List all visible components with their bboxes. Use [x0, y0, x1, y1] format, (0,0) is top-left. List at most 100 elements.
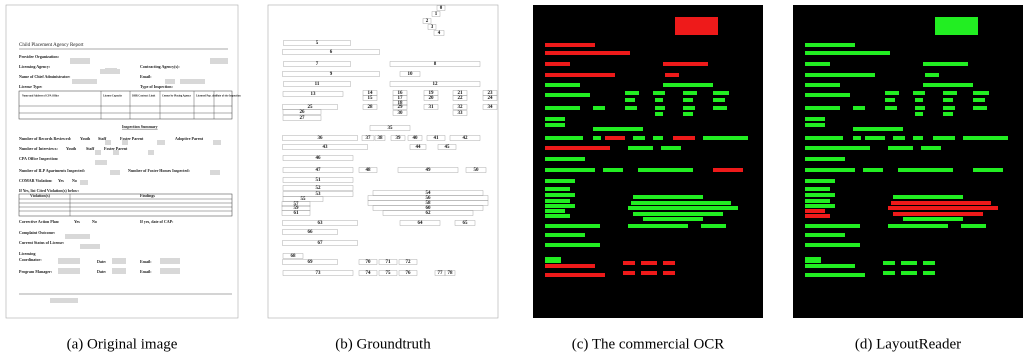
order-label: 0	[440, 6, 443, 11]
order-label: 1	[435, 12, 438, 17]
ordered-line	[805, 204, 835, 208]
ordered-line	[593, 127, 643, 131]
text-box	[397, 167, 459, 173]
ordered-line	[643, 217, 703, 221]
order-label: 13	[311, 92, 317, 97]
order-label: 45	[445, 145, 451, 150]
text-box	[398, 270, 418, 276]
ordered-line	[701, 224, 726, 228]
ordered-line	[893, 136, 905, 140]
placeholder	[180, 79, 205, 84]
ordered-line	[545, 243, 600, 247]
document-label: Yes	[58, 178, 64, 183]
ordered-line	[805, 233, 845, 237]
order-label: 10	[408, 72, 414, 77]
document-label: Youth	[66, 146, 77, 151]
text-box	[281, 201, 311, 207]
order-label: 50	[474, 168, 480, 173]
placeholder	[210, 58, 228, 64]
misordered-line	[623, 271, 635, 275]
ordered-line	[713, 106, 727, 110]
misordered-line	[675, 17, 718, 35]
ordered-line	[545, 157, 585, 161]
ordered-line	[915, 106, 925, 110]
ordered-line	[893, 195, 963, 199]
text-box	[437, 144, 457, 150]
text-box	[390, 135, 406, 141]
caption: (a) Original image	[67, 336, 178, 352]
order-label: 21	[458, 91, 464, 96]
text-box	[282, 240, 358, 246]
order-label: 75	[386, 271, 392, 276]
ordered-line	[625, 106, 637, 110]
order-label: 46	[316, 156, 322, 161]
document-label: Yes	[74, 219, 80, 224]
order-label: 8	[434, 62, 437, 67]
document-label: Adoptive Parent	[175, 136, 204, 141]
ordered-line	[625, 91, 639, 95]
document-label: Corrective Action Plan:	[19, 219, 59, 224]
document-label: Current Status of License:	[19, 240, 64, 245]
text-box	[399, 71, 421, 77]
text-box	[282, 220, 358, 226]
ordered-line	[805, 43, 855, 47]
document-label: Number of ILP Apartments Inspected:	[19, 168, 85, 173]
order-label: 14	[368, 91, 374, 96]
placeholder	[95, 150, 101, 155]
order-label: 33	[458, 111, 464, 116]
text-box	[283, 81, 351, 87]
ordered-line	[653, 136, 663, 140]
order-label: 20	[429, 96, 435, 101]
order-label: 63	[318, 221, 324, 226]
document-label: COMAR Violation:	[19, 178, 52, 183]
ordered-line	[713, 98, 725, 102]
misordered-line	[545, 146, 610, 150]
text-box	[431, 11, 441, 17]
ordered-line	[943, 91, 957, 95]
placeholder	[65, 234, 90, 239]
order-label: 9	[330, 72, 333, 77]
ordered-line	[805, 168, 855, 172]
order-label: 11	[315, 82, 320, 87]
ordered-line	[865, 136, 885, 140]
text-box	[392, 100, 408, 106]
ordered-line	[901, 271, 917, 275]
order-label: 47	[316, 168, 322, 173]
misordered-line	[893, 212, 983, 216]
text-box	[358, 270, 378, 276]
ordered-line	[683, 112, 693, 116]
ordered-line	[805, 187, 830, 191]
ordered-line	[973, 168, 1003, 172]
order-label: 41	[434, 136, 440, 141]
order-label: 51	[316, 178, 322, 183]
order-label: 64	[418, 221, 424, 226]
order-label: 28	[368, 105, 374, 110]
order-label: 37	[366, 136, 372, 141]
order-label: 26	[300, 110, 306, 115]
text-box	[407, 135, 423, 141]
ordered-line	[883, 271, 895, 275]
text-box	[282, 109, 322, 115]
text-box	[378, 259, 398, 265]
ordered-line	[805, 193, 835, 197]
ordered-line	[628, 146, 653, 150]
ordered-line	[913, 91, 925, 95]
ordered-line	[683, 106, 695, 110]
document-label: Email:	[140, 259, 152, 264]
ordered-line	[545, 214, 570, 218]
text-box	[281, 210, 311, 216]
ordered-line	[913, 136, 923, 140]
order-label: 48	[366, 168, 372, 173]
ordered-line	[805, 257, 821, 263]
order-label: 15	[368, 96, 374, 101]
ordered-line	[805, 106, 840, 110]
ordered-line	[885, 91, 899, 95]
ordered-line	[545, 123, 565, 127]
document-label: Licensed Pop. date	[196, 95, 218, 98]
text-box	[452, 95, 468, 101]
order-label: 68	[291, 254, 297, 259]
text-box	[392, 104, 408, 110]
misordered-line	[891, 201, 991, 205]
document-label: Licensing Agency:	[19, 64, 50, 69]
ordered-line	[915, 98, 923, 102]
